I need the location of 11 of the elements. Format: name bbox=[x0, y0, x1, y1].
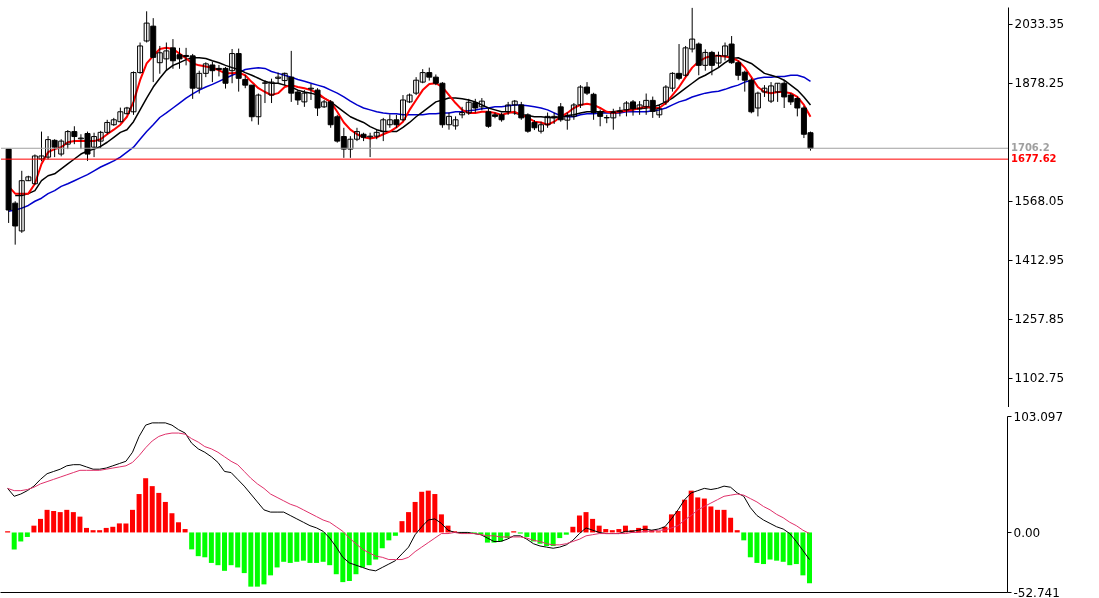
ref-line-label: 1677.62 bbox=[1011, 153, 1057, 165]
y-tick-label: 2033.35 bbox=[1014, 17, 1065, 32]
ref-line-label: 1706.2 bbox=[1011, 142, 1050, 154]
y-tick-label: 1412.95 bbox=[1014, 253, 1065, 268]
y-tick-label: 1102.75 bbox=[1014, 371, 1065, 386]
y-tick-label: 103.097 bbox=[1013, 409, 1064, 424]
y-tick-label: 1568.05 bbox=[1014, 194, 1065, 209]
y-tick-label: 0.00 bbox=[1013, 525, 1041, 540]
y-tick-label: 1257.85 bbox=[1014, 312, 1065, 327]
y-tick-label: 1878.25 bbox=[1014, 76, 1065, 91]
y-tick-label: -52.741 bbox=[1013, 585, 1060, 598]
